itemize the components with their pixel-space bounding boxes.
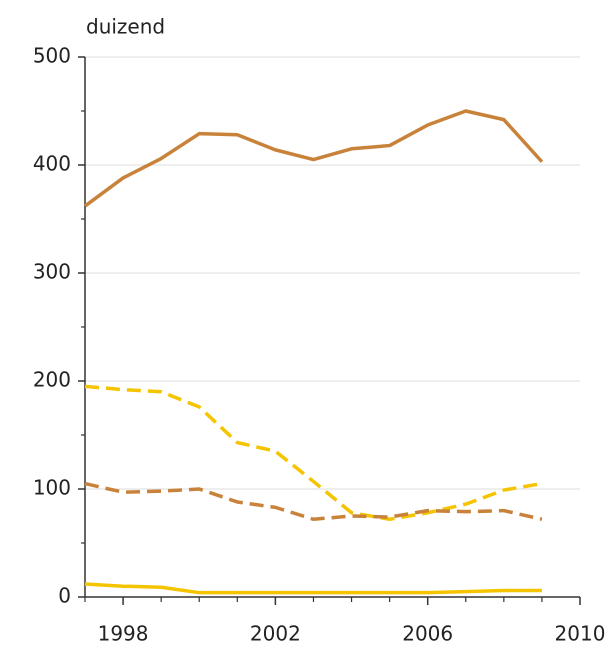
y-tick-label: 300 xyxy=(33,260,71,284)
y-tick-label: 500 xyxy=(33,44,71,68)
y-tick-label: 100 xyxy=(33,476,71,500)
y-tick-label: 400 xyxy=(33,152,71,176)
y-tick-label: 0 xyxy=(58,584,71,608)
x-tick-label: 2010 xyxy=(555,622,606,646)
x-tick-label: 2002 xyxy=(250,622,301,646)
series-line xyxy=(84,481,543,521)
y-tick-label: 200 xyxy=(33,368,71,392)
series-line xyxy=(83,109,544,208)
x-tick-label: 1998 xyxy=(98,622,149,646)
series-line xyxy=(84,384,543,521)
series-line xyxy=(84,582,542,595)
y-axis-label: duizend xyxy=(86,15,165,39)
x-tick-label: 2006 xyxy=(402,622,453,646)
